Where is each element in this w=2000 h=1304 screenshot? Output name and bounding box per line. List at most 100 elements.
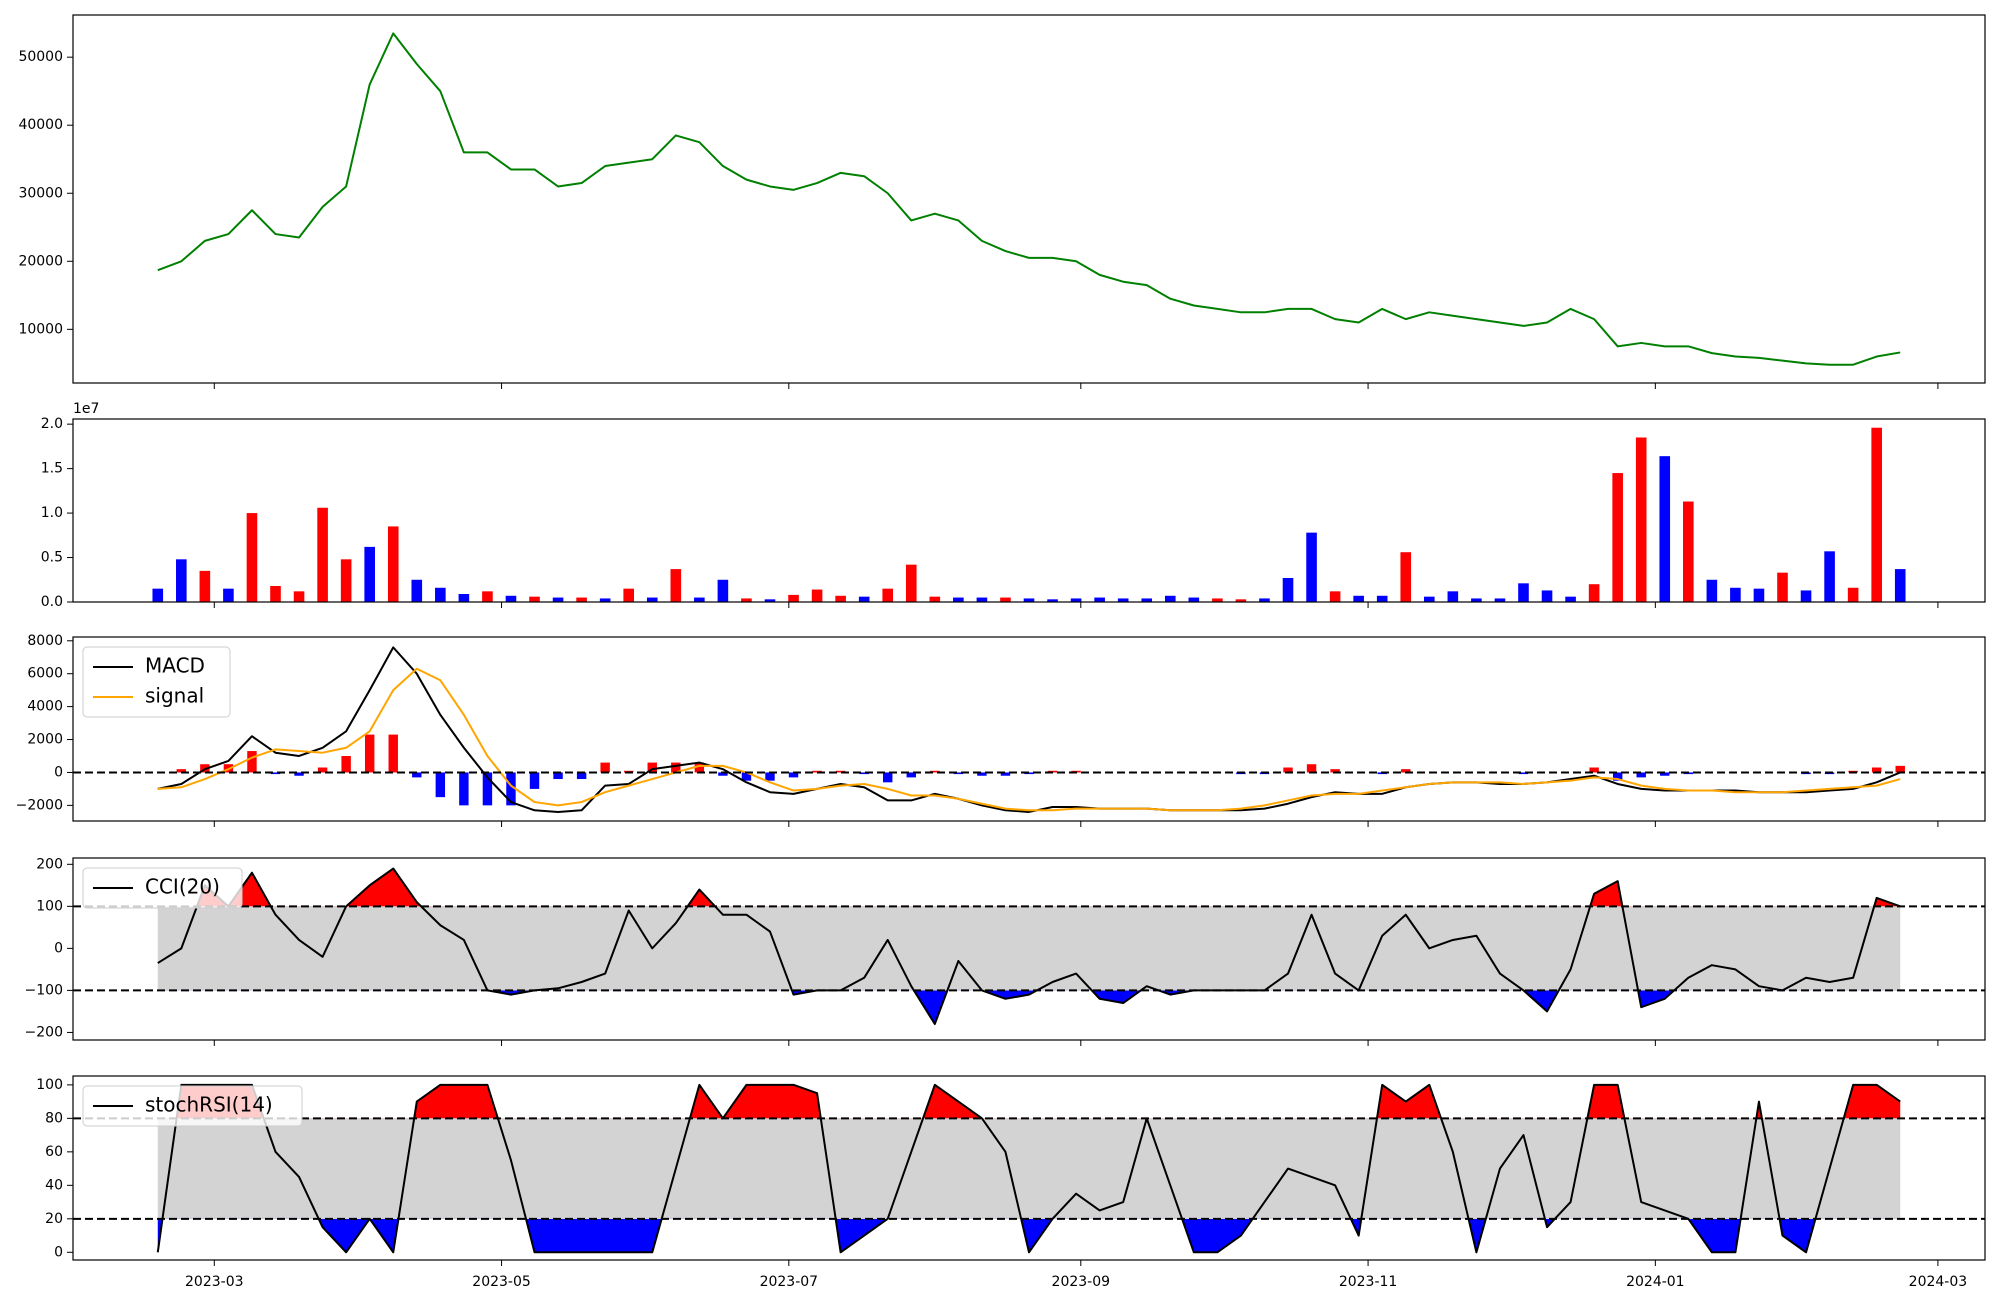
y-tick-label: 1.5 — [41, 461, 63, 477]
volume-bar — [1023, 598, 1035, 602]
y-tick-label: 200 — [36, 856, 63, 872]
histogram-bar — [1330, 769, 1340, 773]
volume-bar — [1683, 501, 1694, 602]
volume-bar — [1306, 532, 1317, 602]
y-tick-label: 4000 — [27, 699, 63, 715]
volume-bar — [1612, 473, 1623, 602]
volume-bar — [1494, 598, 1506, 602]
legend-box — [82, 1085, 303, 1127]
y-tick-label: 20000 — [18, 253, 63, 269]
histogram-bar — [977, 772, 987, 776]
legend-label: MACD — [145, 654, 205, 678]
y-tick-label: 20 — [45, 1211, 63, 1227]
axes-frame — [72, 14, 1986, 384]
histogram-bar — [1636, 772, 1646, 778]
volume-bar — [1353, 595, 1364, 602]
volume-bar — [1871, 427, 1882, 602]
series-line — [157, 867, 1901, 1026]
volume-bar — [176, 559, 187, 602]
volume-bar — [1706, 579, 1718, 602]
volume-bar — [435, 587, 446, 602]
y-tick-label: 0.0 — [41, 594, 63, 610]
series-line — [156, 1083, 1901, 1254]
volume-bar — [623, 588, 635, 602]
y-tick-label: 40 — [45, 1177, 63, 1193]
volume-bar — [1447, 591, 1459, 602]
volume-bar — [1329, 591, 1341, 602]
volume-bar — [646, 597, 658, 602]
y-tick-label: 50000 — [18, 49, 63, 65]
volume-bar — [199, 570, 211, 602]
y-tick-label: 100 — [36, 898, 63, 914]
volume-bar — [340, 559, 352, 602]
volume-bar — [811, 589, 823, 602]
volume-bar — [482, 591, 493, 602]
histogram-bar — [341, 755, 351, 773]
volume-bar — [1471, 598, 1482, 602]
y-tick-label: 1.0 — [41, 505, 63, 521]
volume-bar — [1282, 577, 1294, 602]
volume-bar — [1777, 572, 1788, 602]
volume-bar — [1565, 596, 1576, 602]
volume-bar — [152, 588, 164, 602]
volume-bar — [223, 588, 234, 602]
histogram-bar — [600, 762, 610, 773]
histogram-bar — [176, 769, 187, 773]
histogram-bar — [388, 734, 398, 773]
histogram-bar — [1660, 772, 1670, 776]
volume-bar — [293, 591, 305, 602]
histogram-bar — [317, 767, 328, 773]
series-line — [157, 667, 1901, 812]
y-tick-label: 40000 — [18, 117, 63, 133]
volume-bar — [1730, 587, 1741, 602]
histogram-bar — [741, 772, 752, 781]
histogram-bar — [718, 772, 728, 776]
histogram-bar — [953, 772, 964, 775]
histogram-bar — [576, 772, 587, 780]
legend-label: CCI(20) — [145, 875, 220, 899]
histogram-bar — [765, 772, 775, 781]
histogram-bar — [294, 772, 304, 776]
x-tick-label: 2023-07 — [760, 1274, 819, 1290]
volume-bar — [387, 526, 399, 602]
volume-bar — [882, 588, 894, 602]
volume-bar — [1659, 456, 1671, 602]
volume-bar — [552, 597, 564, 602]
volume-bar — [1094, 597, 1105, 602]
histogram-bar — [694, 762, 705, 773]
x-tick-label: 2024-03 — [1909, 1274, 1968, 1290]
volume-bar — [1188, 597, 1200, 602]
y-tick-label: 100 — [36, 1077, 63, 1093]
axes-frame — [72, 636, 1986, 822]
volume-bar — [1541, 590, 1553, 602]
volume-bar — [1212, 598, 1223, 602]
neutral-band — [157, 906, 1901, 991]
volume-bar — [929, 596, 941, 602]
volume-bar — [1259, 598, 1270, 602]
volume-bar — [1588, 584, 1600, 602]
volume-bar — [1117, 598, 1129, 602]
histogram-bar — [671, 762, 681, 773]
histogram-bar — [1401, 769, 1411, 773]
histogram-bar — [553, 772, 563, 780]
volume-bar — [576, 597, 587, 602]
y-tick-label: 30000 — [18, 185, 63, 201]
volume-bar — [1235, 599, 1247, 602]
volume-bar — [1000, 597, 1011, 602]
volume-bar — [458, 593, 470, 602]
volume-bar — [858, 596, 870, 602]
x-tick-label: 2023-11 — [1339, 1274, 1398, 1290]
y-tick-label: 0 — [54, 1244, 63, 1260]
y-tick-label: 10000 — [18, 321, 63, 337]
x-tick-label: 2024-01 — [1626, 1274, 1685, 1290]
volume-bar — [505, 595, 517, 602]
histogram-bar — [364, 734, 375, 773]
histogram-bar — [835, 770, 846, 773]
y-tick-label: 60 — [45, 1144, 63, 1160]
histogram-bar — [1306, 764, 1317, 773]
legend-box — [82, 867, 243, 909]
y-tick-label: 80 — [45, 1110, 63, 1126]
histogram-bar — [1283, 767, 1293, 773]
